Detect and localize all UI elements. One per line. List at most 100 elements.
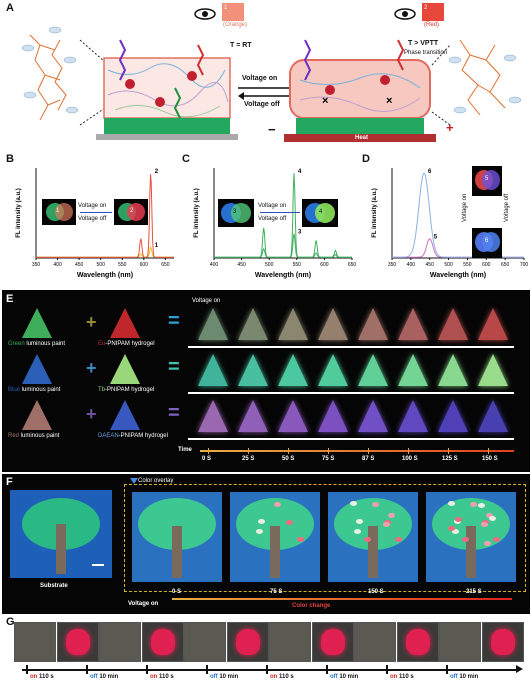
inset-b-arrow [80, 212, 112, 213]
paint-cone [22, 308, 52, 338]
inset-c-left: 3 [218, 199, 254, 227]
substrate-image [10, 490, 112, 578]
substrate-label: Substrate [40, 583, 68, 589]
hydrogel-label: Eu-PNIPAM hydrogel [98, 341, 155, 347]
time-series-cone [478, 354, 508, 386]
paint-color-word: Red [8, 433, 20, 439]
orange-chip-number: 1 [224, 5, 228, 11]
sequence-state: on [150, 674, 158, 680]
overlay-leaf [383, 522, 391, 528]
panel-e-time-axis [200, 450, 514, 452]
sequence-step: off 10 min [210, 674, 238, 680]
time-series-cone [278, 354, 308, 386]
overlay-leaf [481, 522, 489, 528]
eu-ions-left [125, 71, 197, 107]
plus-operator: + [86, 404, 97, 424]
panel-e-time-label: Time [178, 447, 192, 453]
quench-mark: × [386, 95, 392, 107]
sequence-duration: 10 min [97, 674, 119, 680]
frame-voltage-off [184, 622, 226, 662]
network-lines-right [299, 73, 421, 112]
time-series-cone [318, 354, 348, 386]
frame-voltage-on [311, 622, 354, 662]
paint-label-suffix: luminous paint [19, 433, 60, 439]
chart-b: 350 400 450 500 550 600 650 Wavelength (nm) FL i… [16, 168, 174, 279]
hydrogel-box-right [289, 59, 431, 119]
tree-trunk [270, 526, 280, 578]
time-tick [488, 448, 489, 454]
zoom-line [79, 107, 106, 126]
time-series-cone [438, 308, 468, 340]
inset-number: 2 [130, 208, 134, 214]
inset-circle [482, 170, 500, 190]
paint-label: Blue luminous paint [8, 387, 60, 393]
x-tick-label: 500 [265, 262, 274, 268]
overlay-leaf [296, 537, 304, 543]
tree-trunk [466, 526, 476, 578]
inset-number: 3 [233, 209, 237, 215]
x-tick-label: 350 [388, 262, 397, 268]
time-series-cone [398, 308, 428, 340]
voltage-off-label: Voltage off [244, 101, 280, 108]
x-tick-label: 450 [426, 262, 435, 268]
frame-voltage-off [269, 622, 311, 662]
hydrogel-cone [110, 308, 140, 338]
inset-circle [55, 203, 73, 221]
sequence-state: on [270, 674, 278, 680]
x-axis-label: Wavelength (nm) [77, 272, 133, 279]
x-tick-label: 550 [293, 262, 302, 268]
red-chip [422, 3, 444, 21]
tree-trunk [172, 526, 182, 578]
time-series-cone [238, 400, 268, 432]
row-divider [188, 438, 514, 440]
overlay-leaf [388, 512, 396, 518]
x-tick-label: 600 [140, 262, 149, 268]
sequence-duration: 110 s [277, 674, 294, 680]
x-tick-label: 400 [53, 262, 62, 268]
red-emission-blob [150, 629, 175, 655]
inset-d-voltage-on: Voltage on [462, 193, 468, 222]
panel-f-time-axis [172, 598, 512, 600]
equals-operator: = [168, 310, 180, 332]
sequence-duration: 10 min [457, 674, 479, 680]
y-axis-label: FL intensity (a.u.) [372, 188, 378, 238]
series-label: 3 [298, 229, 302, 235]
emission-wave-right [396, 39, 405, 71]
frame-voltage-on [141, 622, 184, 662]
inset-number: 6 [485, 238, 489, 244]
inset-circle [315, 203, 335, 223]
hydrogel-label: DAEAN-PNIPAM hydrogel [98, 433, 168, 439]
sequence-state: on [390, 674, 398, 680]
series-line-2 [36, 174, 174, 258]
hydrogel-cone [110, 354, 140, 384]
frame-voltage-off [439, 622, 481, 662]
x-tick-label: 550 [463, 262, 472, 268]
substrate-left [96, 134, 238, 140]
red-emission-blob [490, 629, 515, 655]
time-series-cone [478, 308, 508, 340]
inset-c-right: 4 [302, 199, 338, 227]
overlay-leaf [455, 516, 463, 522]
paint-label: Red luminous paint [8, 433, 59, 439]
color-overlay-frame [124, 484, 526, 592]
inset-c-arrow [260, 212, 300, 213]
right-polymer-rings [448, 54, 522, 114]
inset-b-voltage-off: Voltage off [78, 216, 107, 222]
overlay-leaf [274, 502, 282, 508]
overlay-leaf [447, 500, 455, 506]
time-tick-label: 25 S [242, 456, 255, 462]
hydrogel-suffix: -PNIPAM hydrogel [118, 433, 168, 439]
panel-label-g: G [6, 616, 15, 628]
inset-circle [482, 232, 500, 252]
sequence-duration: 110 s [157, 674, 174, 680]
inset-b-left: 1 [42, 199, 76, 225]
overlay-leaf [349, 500, 357, 506]
overlay-leaf [286, 520, 293, 525]
time-tick [328, 448, 329, 454]
orange-chip [222, 3, 244, 21]
panel-f-voltage-on: Voltage on [128, 601, 159, 607]
series-line-4 [214, 173, 352, 258]
panel-label-d: D [362, 153, 370, 165]
overlay-leaf [486, 512, 494, 518]
inset-d-top: 5 [472, 166, 502, 196]
